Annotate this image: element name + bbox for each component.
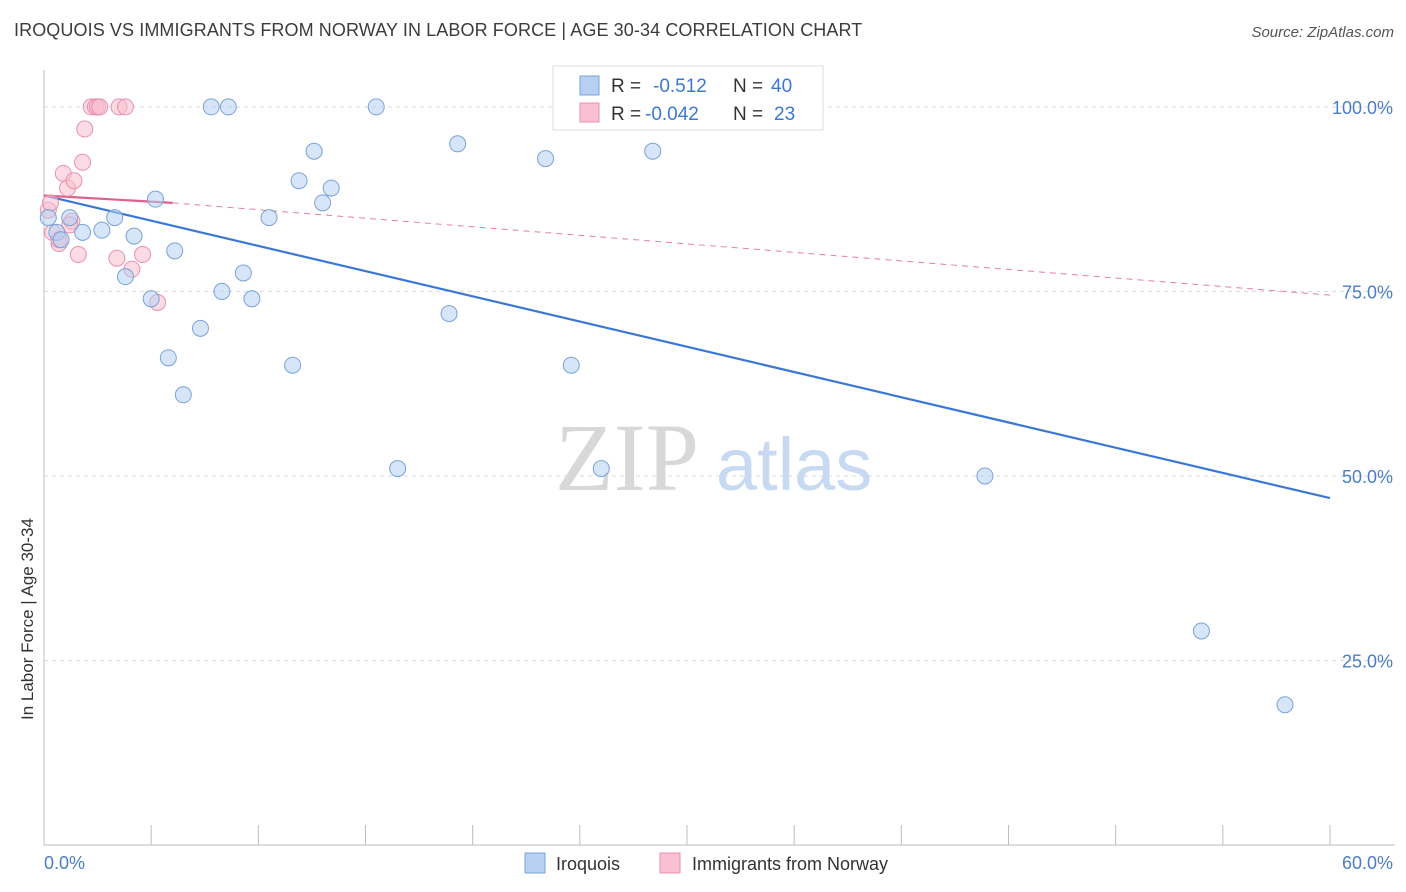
chart-title: IROQUOIS VS IMMIGRANTS FROM NORWAY IN LA… [14,20,863,40]
iroquois-point [290,172,308,190]
y-tick-label: 75.0% [1342,282,1393,302]
iroquois-points [39,98,1294,714]
iroquois-point [284,356,302,374]
iroquois-point [322,179,340,197]
iroquois-point [61,209,79,227]
iroquois-point [213,282,231,300]
norway-point [108,249,126,267]
x-tick-label: 0.0% [44,853,85,873]
source-label: Source: ZipAtlas.com [1251,24,1394,41]
norway-point [41,194,59,212]
iroquois-point [305,142,323,160]
norway-point [69,246,87,264]
iroquois-point [93,221,111,239]
legend-norway-swatch [659,852,681,874]
iroquois-point [314,194,332,212]
iroquois-point [166,242,184,260]
iroquois-point [449,135,467,153]
r-value-1: -0.512 [653,76,707,97]
grid-lines [44,106,1395,661]
iroquois-point [146,190,164,208]
n-label-2: N = [733,104,763,125]
r-label-2: R = [611,104,641,125]
norway-trend-line-dashed [172,202,1331,296]
legend-iroquois-swatch [524,852,546,874]
norway-swatch [579,102,600,123]
legend-iroquois-label: Iroquois [556,854,620,874]
n-value-2: 23 [774,104,795,125]
norway-point [74,153,92,171]
norway-point [65,172,83,190]
norway-point [116,98,134,116]
watermark: ZIP atlas [555,404,872,511]
iroquois-point [116,268,134,286]
iroquois-point [440,305,458,323]
tick-labels: 100.0% 75.0% 50.0% 25.0% 0.0% 60.0% [44,98,1393,873]
n-label-1: N = [733,76,763,97]
iroquois-point [537,150,555,168]
iroquois-point [125,227,143,245]
norway-point [91,98,109,116]
y-tick-label: 50.0% [1342,467,1393,487]
iroquois-point [234,264,252,282]
iroquois-point [1192,622,1210,640]
r-value-2: -0.042 [645,104,699,125]
r-label-1: R = [611,76,641,97]
watermark-zip: ZIP [555,404,699,511]
norway-point [76,120,94,138]
iroquois-swatch [579,75,600,96]
stats-legend: R = -0.512 N = 40 R = -0.042 N = 23 [552,65,824,131]
iroquois-point [106,209,124,227]
iroquois-point [367,98,385,116]
iroquois-trend-line [43,194,1331,500]
iroquois-point [74,223,92,241]
iroquois-point [976,467,994,485]
iroquois-point [644,142,662,160]
norway-point [134,246,152,264]
iroquois-point [159,349,177,367]
iroquois-point [562,356,580,374]
iroquois-point [389,460,407,478]
iroquois-point [142,290,160,308]
iroquois-point [1276,696,1294,714]
iroquois-point [260,209,278,227]
y-tick-label: 25.0% [1342,651,1393,671]
bottom-legend: Iroquois Immigrants from Norway [524,852,888,874]
x-tick-label: 60.0% [1342,853,1393,873]
norway-points [39,98,167,311]
legend-norway-label: Immigrants from Norway [692,854,888,874]
y-tick-label: 100.0% [1332,98,1393,118]
watermark-atlas: atlas [716,423,872,506]
iroquois-point [52,231,70,249]
iroquois-point [39,209,57,227]
iroquois-point [174,386,192,404]
iroquois-point [202,98,220,116]
iroquois-point [243,290,261,308]
iroquois-point [191,319,209,337]
n-value-1: 40 [771,76,792,97]
iroquois-point [592,460,610,478]
iroquois-point [219,98,237,116]
